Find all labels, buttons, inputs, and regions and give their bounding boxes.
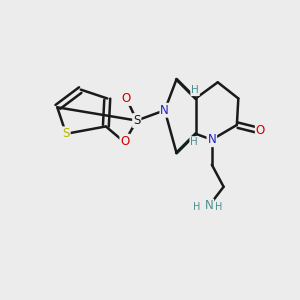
Text: H: H [215,202,223,212]
Text: N: N [208,133,216,146]
Text: O: O [120,135,130,148]
Text: S: S [133,114,140,127]
Text: N: N [205,200,213,212]
Text: H: H [191,85,199,95]
Text: N: N [160,104,169,117]
Text: O: O [256,124,265,137]
Text: H: H [190,137,198,147]
Text: O: O [122,92,131,105]
Text: S: S [62,127,70,140]
Text: H: H [193,202,201,212]
